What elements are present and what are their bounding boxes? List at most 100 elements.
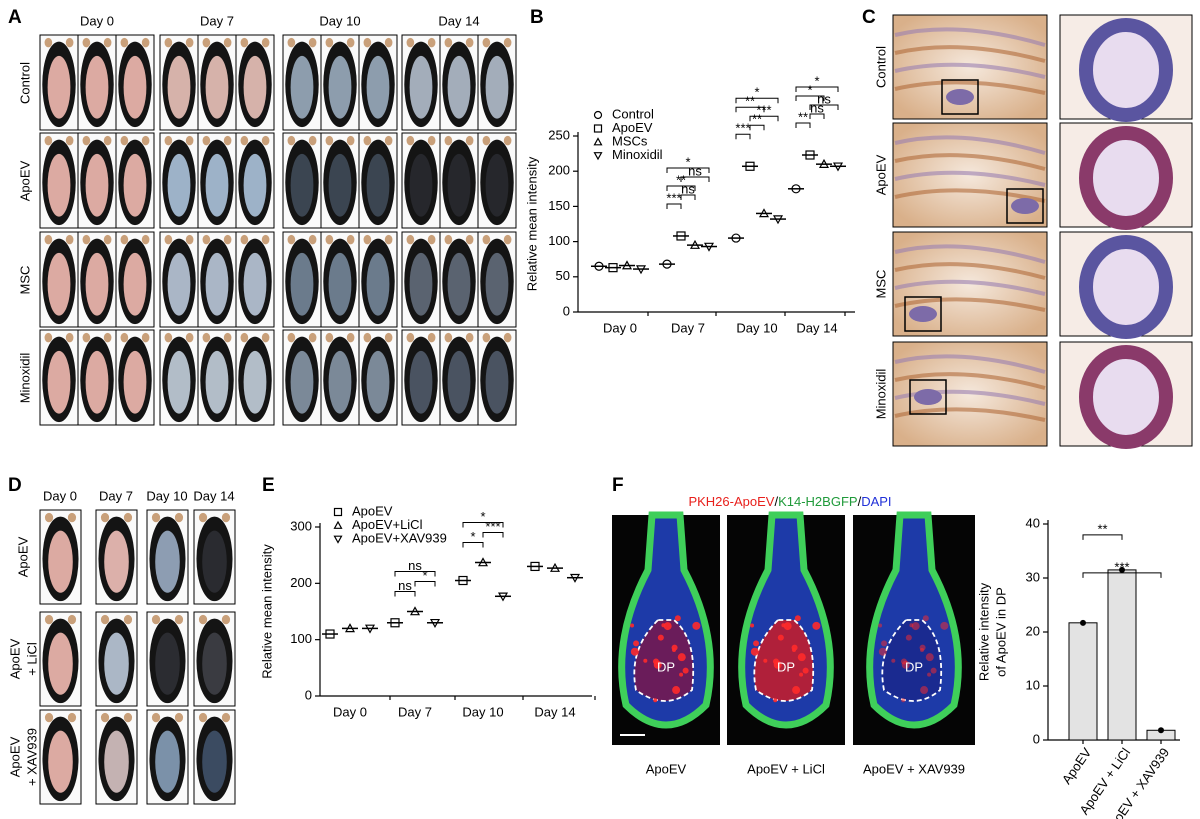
shaved-area xyxy=(167,252,191,316)
follicle-zoom xyxy=(1079,235,1173,339)
significance-bracket xyxy=(735,133,751,140)
shaved-area xyxy=(485,55,509,119)
shaved-area xyxy=(485,350,509,414)
shaved-area xyxy=(104,730,129,793)
mouse-ear xyxy=(120,135,129,146)
y-tick-label: 10 xyxy=(1026,677,1040,692)
y-tick-label: 30 xyxy=(1026,569,1040,584)
red-signal xyxy=(783,622,792,631)
follicle xyxy=(909,306,937,322)
mouse-photo xyxy=(159,34,199,131)
shaved-area xyxy=(167,153,191,217)
column-label: Day 7 xyxy=(99,488,133,503)
marker xyxy=(593,137,603,146)
mouse-ear xyxy=(44,135,53,146)
significance-label: * xyxy=(814,73,819,88)
mouse-photo xyxy=(95,709,138,805)
mouse-ear xyxy=(261,234,270,245)
row-label: MSC xyxy=(17,266,32,295)
significance-bracket xyxy=(749,124,765,131)
red-signal xyxy=(753,640,760,647)
red-signal xyxy=(878,623,883,628)
shaved-area xyxy=(243,252,267,316)
red-signal xyxy=(672,686,681,695)
x-tick-label: Day 0 xyxy=(603,320,637,335)
shaved-area xyxy=(485,252,509,316)
shaved-area xyxy=(202,632,227,695)
mouse-ear xyxy=(82,135,91,146)
significance-bracket xyxy=(795,86,839,93)
mouse-photo xyxy=(401,329,441,426)
region-label: DP xyxy=(777,659,795,674)
mouse-photo xyxy=(477,329,517,426)
mouse-ear xyxy=(100,512,110,523)
mouse-photo xyxy=(77,231,117,328)
red-signal xyxy=(802,667,809,674)
mouse-ear xyxy=(240,234,249,245)
row-label: Minoxidil xyxy=(17,353,32,404)
mouse-photo xyxy=(439,34,479,131)
mouse-photo xyxy=(193,509,236,605)
shaved-area xyxy=(290,350,314,414)
mouse-photo xyxy=(282,329,322,426)
marker xyxy=(333,535,343,544)
red-signal xyxy=(794,615,801,622)
mouse-photo xyxy=(197,34,237,131)
mouse-photo xyxy=(320,34,360,131)
mouse-ear xyxy=(185,332,194,343)
tissue-band xyxy=(894,27,1046,47)
mouse-ear xyxy=(82,234,91,245)
shaved-area xyxy=(485,153,509,217)
mouse-photo xyxy=(477,132,517,229)
row-label: Control xyxy=(17,62,32,104)
red-signal xyxy=(901,660,910,669)
significance-label: ns xyxy=(408,558,422,573)
mouse-ear xyxy=(44,332,53,343)
significance-label: *** xyxy=(735,121,750,136)
mouse-photo xyxy=(401,132,441,229)
x-tick-label: Day 7 xyxy=(398,704,432,719)
mouse-photo xyxy=(77,329,117,426)
mouse-ear xyxy=(325,135,334,146)
mouse-ear xyxy=(202,234,211,245)
mouse-photo xyxy=(358,329,398,426)
significance-bracket xyxy=(482,531,504,538)
red-signal xyxy=(750,647,759,656)
mouse-ear xyxy=(406,234,415,245)
red-signal xyxy=(643,658,648,663)
mouse-photo xyxy=(439,132,479,229)
stain-part: / xyxy=(774,494,778,509)
mouse-ear xyxy=(346,37,355,48)
mouse-ear xyxy=(503,332,512,343)
mouse-ear xyxy=(174,614,184,625)
mouse-ear xyxy=(164,37,173,48)
significance-bracket xyxy=(666,185,696,191)
mouse-photo xyxy=(401,34,441,131)
mouse-ear xyxy=(65,37,74,48)
red-signal xyxy=(674,615,681,622)
red-signal xyxy=(920,686,929,695)
mouse-photo xyxy=(235,329,275,426)
mouse-ear xyxy=(141,234,150,245)
mouse-ear xyxy=(120,332,129,343)
red-signal xyxy=(905,634,912,641)
tissue-band xyxy=(894,45,1046,63)
shaved-area xyxy=(104,530,129,593)
shaved-area xyxy=(447,153,471,217)
significance-bracket xyxy=(735,97,779,104)
red-signal xyxy=(781,623,786,628)
mouse-ear xyxy=(202,135,211,146)
histology-image xyxy=(892,341,1193,449)
tissue-band xyxy=(894,279,1046,296)
mouse-photo xyxy=(439,231,479,328)
red-signal xyxy=(901,698,906,703)
red-signal xyxy=(777,634,784,641)
stain-part: K14-H2BGFP xyxy=(778,494,857,509)
shaved-area xyxy=(85,153,109,217)
mouse-ear xyxy=(261,135,270,146)
tissue-band xyxy=(894,262,1046,280)
mouse-ear xyxy=(103,37,112,48)
series: ApoEV+XAV939 xyxy=(333,530,583,634)
shaved-area xyxy=(85,350,109,414)
significance-bracket xyxy=(666,167,710,173)
